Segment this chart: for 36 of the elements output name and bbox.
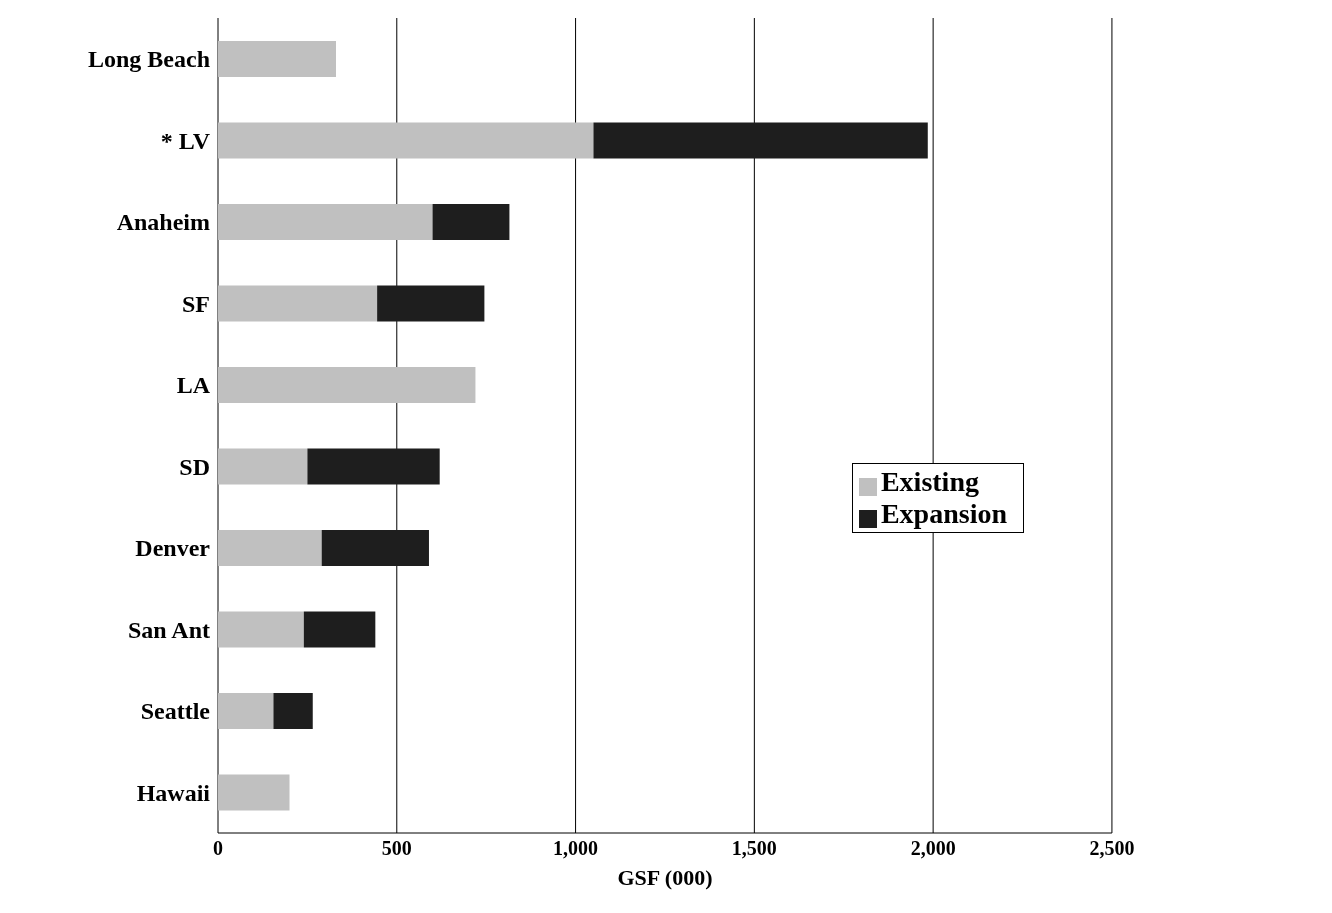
bar <box>273 693 313 729</box>
bar <box>307 448 440 485</box>
bar <box>593 122 928 159</box>
y-tick-label: San Ant <box>127 616 210 643</box>
y-tick-label: Seattle <box>140 698 211 725</box>
bar <box>218 774 290 811</box>
x-tick-label: 1,000 <box>553 837 599 860</box>
x-tick-label: 0 <box>213 837 223 860</box>
bar <box>218 122 594 159</box>
bar <box>432 204 510 240</box>
bar <box>218 611 304 648</box>
bar <box>218 204 433 240</box>
x-tick-label: 2,500 <box>1089 837 1135 860</box>
x-tick-label: 500 <box>381 837 412 860</box>
y-tick-label: Anaheim <box>116 209 210 236</box>
legend-label: Existing <box>880 466 979 497</box>
bar <box>218 285 378 322</box>
bar <box>218 693 274 729</box>
bar <box>218 41 336 77</box>
y-tick-label: SF <box>181 290 210 317</box>
x-axis-title: GSF (000) <box>617 865 713 890</box>
x-tick-label: 2,000 <box>910 837 956 860</box>
bar <box>321 530 429 566</box>
bar <box>377 285 485 322</box>
y-tick-label: Hawaii <box>136 779 211 806</box>
bar <box>218 530 322 566</box>
x-tick-label: 1,500 <box>731 837 777 860</box>
y-tick-label: Denver <box>135 535 211 562</box>
bar <box>218 367 476 403</box>
y-tick-label: LA <box>176 372 211 399</box>
y-tick-label: SD <box>179 453 210 480</box>
y-tick-label: * LV <box>160 127 211 154</box>
bar <box>303 611 376 648</box>
legend-label: Expansion <box>880 498 1007 529</box>
y-tick-label: Long Beach <box>87 46 210 73</box>
bar <box>218 448 308 485</box>
